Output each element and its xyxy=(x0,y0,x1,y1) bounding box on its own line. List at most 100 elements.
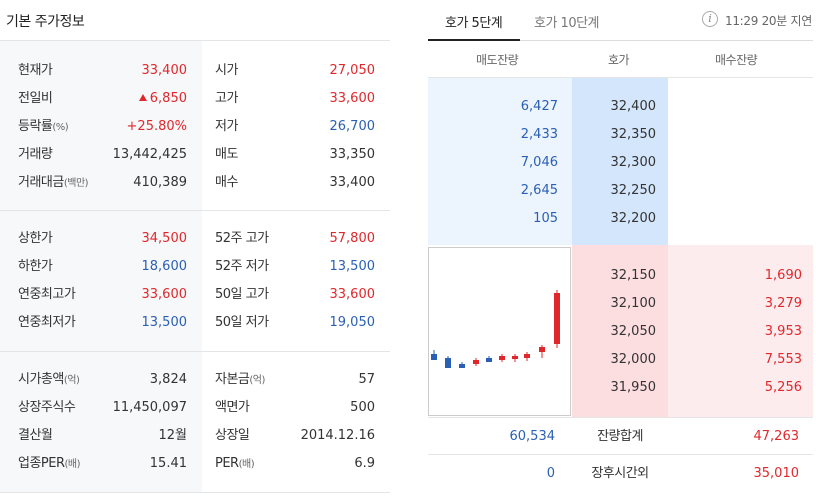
label-ask: 매도 xyxy=(215,147,238,162)
candle-body xyxy=(512,356,518,359)
after-hours-label: 장후시간외 xyxy=(591,466,649,481)
label-market-cap: 시가총액 xyxy=(18,372,64,387)
ask-volume: 2,433 xyxy=(520,127,558,142)
label-year-low: 연중최저가 xyxy=(18,315,76,330)
tab-orderbook-10[interactable]: 호가 10단계 xyxy=(534,16,600,31)
candle-body xyxy=(459,364,465,368)
label-listed-shares: 상장주식수 xyxy=(18,400,76,415)
candle-body xyxy=(524,354,530,358)
value-52w-high: 57,800 xyxy=(329,231,376,246)
header-bid-volume: 매수잔량 xyxy=(715,53,758,67)
value-capital: 57 xyxy=(358,372,375,387)
label-52w-high: 52주 고가 xyxy=(215,231,269,246)
unit-million: (백만) xyxy=(63,178,89,189)
orderbook-header: 매도잔량 호가 매수잔량 xyxy=(428,41,813,78)
label-fiscal-month: 결산월 xyxy=(18,428,53,443)
label-50d-high: 50일 고가 xyxy=(215,287,269,302)
label-current-price: 현재가 xyxy=(18,63,53,78)
total-remaining-row: 60,534 잔량합계 47,263 xyxy=(428,417,813,454)
orderbook-panel: 호가 5단계 호가 10단계 i 11:29 20분 지연 매도잔량 호가 매수… xyxy=(428,0,816,499)
value-market-cap: 3,824 xyxy=(149,372,187,387)
value-lower-limit: 18,600 xyxy=(141,259,188,274)
value-fiscal-month: 12월 xyxy=(158,428,187,443)
header-price: 호가 xyxy=(608,53,630,67)
bid-price[interactable]: 32,050 xyxy=(610,324,657,339)
value-change: 6,850 xyxy=(149,91,187,106)
value-industry-per: 15.41 xyxy=(149,456,187,471)
ask-price[interactable]: 32,250 xyxy=(610,183,657,198)
total-bid-volume: 47,263 xyxy=(753,429,800,444)
unit-eok: (억) xyxy=(63,375,80,386)
candle-body xyxy=(486,358,492,362)
label-listing-date: 상장일 xyxy=(215,428,250,443)
ask-price[interactable]: 32,400 xyxy=(610,99,657,114)
total-label: 잔량합계 xyxy=(597,429,643,444)
label-industry-per: 업종PER xyxy=(18,456,65,471)
bid-price[interactable]: 32,150 xyxy=(610,268,657,283)
candle-body xyxy=(554,293,560,344)
price-info-group: 현재가 33,400 시가 27,050 전일비 6,850 고가 33,600… xyxy=(0,41,390,211)
info-icon[interactable]: i xyxy=(702,11,718,27)
unit-eok-capital: (억) xyxy=(249,375,265,386)
company-info-group: 시가총액(억) 3,824 자본금(억) 57 상장주식수 11,450,097… xyxy=(0,352,390,493)
value-change-rate: +25.80% xyxy=(126,119,187,134)
bid-volume: 1,690 xyxy=(764,268,802,283)
value-face-value: 500 xyxy=(350,400,375,415)
label-face-value: 액면가 xyxy=(215,400,250,415)
ask-price[interactable]: 32,300 xyxy=(610,155,657,170)
candle-body xyxy=(499,356,505,360)
bid-volume: 5,256 xyxy=(764,380,802,395)
label-per: PER xyxy=(215,456,239,471)
value-year-high: 33,600 xyxy=(141,287,188,302)
label-high: 고가 xyxy=(215,91,238,106)
value-open: 27,050 xyxy=(329,63,376,78)
candle-body xyxy=(445,358,451,368)
info-row-change: 전일비 6,850 고가 33,600 xyxy=(0,85,390,113)
bid-price[interactable]: 32,100 xyxy=(610,296,657,311)
label-capital: 자본금 xyxy=(215,372,250,387)
after-hours-ask-volume: 0 xyxy=(546,466,555,481)
value-high: 33,600 xyxy=(329,91,376,106)
ask-volume: 7,046 xyxy=(520,155,558,170)
value-50d-high: 33,600 xyxy=(329,287,376,302)
bid-volume: 3,279 xyxy=(764,296,802,311)
after-hours-bid-volume: 35,010 xyxy=(753,466,800,481)
info-row-year-low: 연중최저가 13,500 50일 저가 19,050 xyxy=(0,309,390,337)
info-row-lower-limit: 하한가 18,600 52주 저가 13,500 xyxy=(0,253,390,281)
candle-body xyxy=(539,347,545,352)
value-current-price: 33,400 xyxy=(141,63,188,78)
info-row-shares: 상장주식수 11,450,097 액면가 500 xyxy=(0,394,390,422)
value-upper-limit: 34,500 xyxy=(141,231,188,246)
value-year-low: 13,500 xyxy=(141,315,188,330)
value-ask: 33,350 xyxy=(329,147,376,162)
ask-volume: 6,427 xyxy=(520,99,558,114)
bid-price[interactable]: 31,950 xyxy=(610,380,657,395)
value-listed-shares: 11,450,097 xyxy=(112,400,187,415)
up-triangle-icon xyxy=(138,94,147,101)
value-50d-low: 19,050 xyxy=(329,315,376,330)
info-row-current: 현재가 33,400 시가 27,050 xyxy=(0,57,390,85)
info-row-fiscal: 결산월 12월 상장일 2014.12.16 xyxy=(0,422,390,450)
label-52w-low: 52주 저가 xyxy=(215,259,269,274)
ask-zone xyxy=(428,78,572,245)
mini-candle-chart xyxy=(428,247,571,416)
ask-volume: 2,645 xyxy=(520,183,558,198)
delay-time-text: 11:29 20분 지연 xyxy=(725,14,813,28)
candle-body xyxy=(431,354,437,360)
bid-price[interactable]: 32,000 xyxy=(610,352,657,367)
basic-stock-info-panel: 기본 주가정보 현재가 33,400 시가 27,050 전일비 6,850 고… xyxy=(0,0,390,499)
ask-price[interactable]: 32,350 xyxy=(610,127,657,142)
bid-volume: 7,553 xyxy=(764,352,802,367)
value-52w-low: 13,500 xyxy=(329,259,376,274)
unit-times: (배) xyxy=(64,459,81,470)
label-low: 저가 xyxy=(215,119,238,134)
bid-price-zone xyxy=(572,245,668,417)
title-divider xyxy=(0,40,390,41)
active-tab-indicator xyxy=(428,39,520,41)
value-trade-value: 410,389 xyxy=(133,175,187,190)
info-row-upper-limit: 상한가 34,500 52주 고가 57,800 xyxy=(0,225,390,253)
info-row-rate: 등락률(%) +25.80% 저가 26,700 xyxy=(0,113,390,141)
ask-price[interactable]: 32,200 xyxy=(610,211,657,226)
tab-orderbook-5[interactable]: 호가 5단계 xyxy=(445,16,503,31)
value-volume: 13,442,425 xyxy=(112,147,187,162)
